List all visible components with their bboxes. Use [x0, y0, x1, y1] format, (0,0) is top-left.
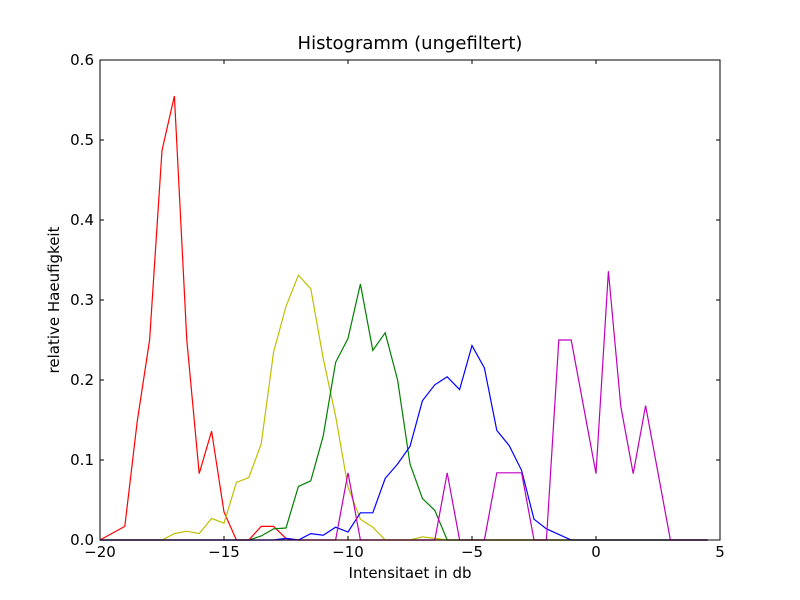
x-tick-label: 0 — [591, 543, 601, 561]
chart-title: Histogramm (ungefiltert) — [298, 33, 523, 54]
x-axis-label: Intensitaet in db — [349, 564, 472, 582]
x-tick-label: −10 — [332, 543, 364, 561]
series-line-2 — [100, 274, 708, 541]
x-tick-label: 5 — [715, 543, 725, 561]
x-tick-label: −5 — [461, 543, 483, 561]
plot-area — [100, 60, 720, 540]
y-tick-label: 0.2 — [70, 371, 94, 389]
y-tick-label: 0.5 — [70, 131, 94, 149]
y-tick-label: 0.4 — [70, 211, 94, 229]
series-line-4 — [100, 344, 708, 541]
x-tick-label: −20 — [84, 543, 116, 561]
y-tick-label: 0.1 — [70, 451, 94, 469]
tick-layer: −20 −15 −10 −5 0 5 0.0 0.1 0.2 0.3 0.4 0.5 0.6 — [70, 51, 725, 561]
y-axis-label: relative Haeufigkeit — [45, 226, 63, 373]
x-tick-label: −15 — [208, 543, 240, 561]
y-tick-label: 0.6 — [70, 51, 94, 69]
series-line-3 — [100, 283, 708, 541]
y-tick-label: 0.3 — [70, 291, 94, 309]
y-tick-label: 0.0 — [70, 531, 94, 549]
